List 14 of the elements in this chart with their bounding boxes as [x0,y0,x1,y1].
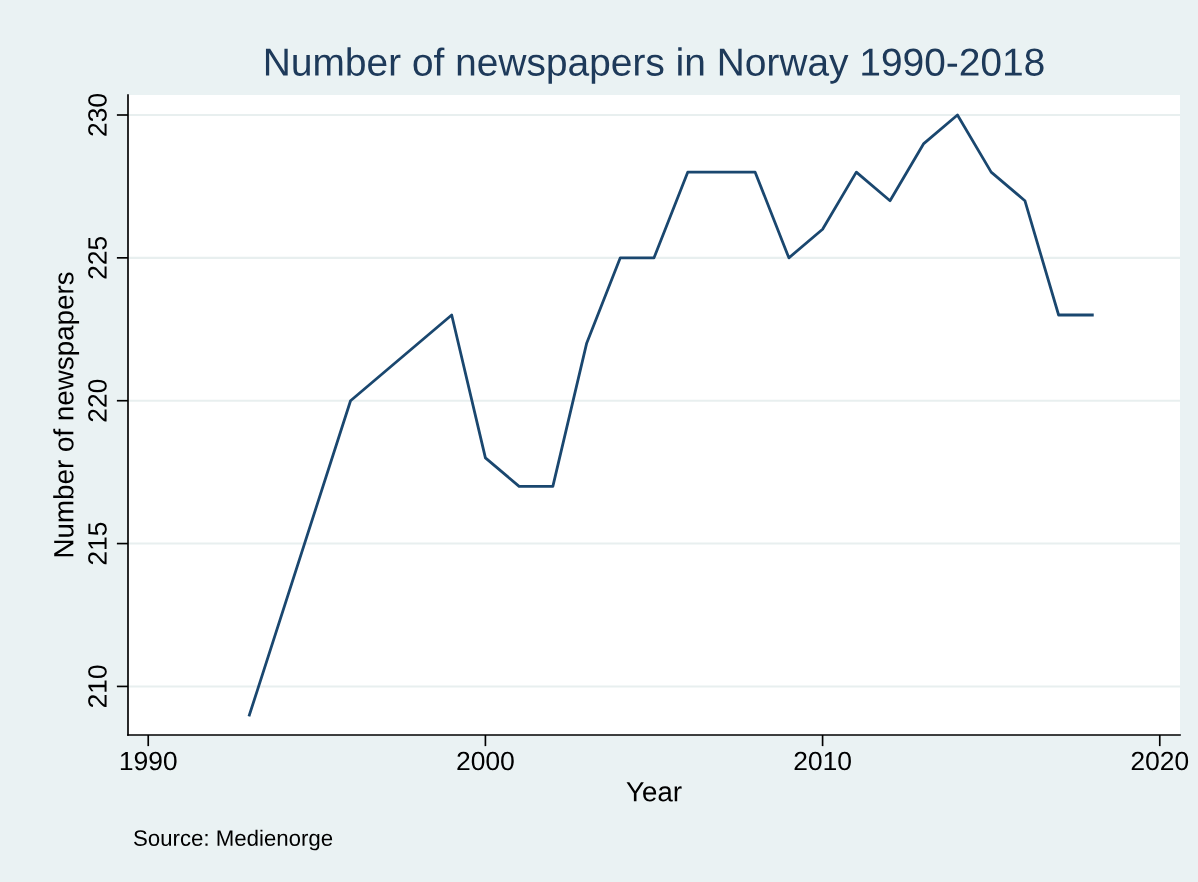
x-tick-label: 2000 [457,751,514,771]
y-tick-label: 215 [88,522,107,565]
y-tick-label: 230 [88,94,107,136]
line-series [247,113,1094,717]
source-note: Source: Medienorge [134,829,333,851]
x-tick-label: 2020 [1131,751,1189,771]
y-axis-title: Number of newspapers [53,272,80,557]
y-tick-label: 220 [88,379,107,422]
x-tick-label: 2010 [794,751,851,771]
x-tick-label: 1990 [120,751,177,771]
x-axis-title: Year [626,782,682,802]
y-tick-label: 210 [88,665,107,708]
chart-title: Number of newspapers in Norway 1990-2018 [265,47,1044,84]
y-tick-label: 225 [88,236,107,279]
